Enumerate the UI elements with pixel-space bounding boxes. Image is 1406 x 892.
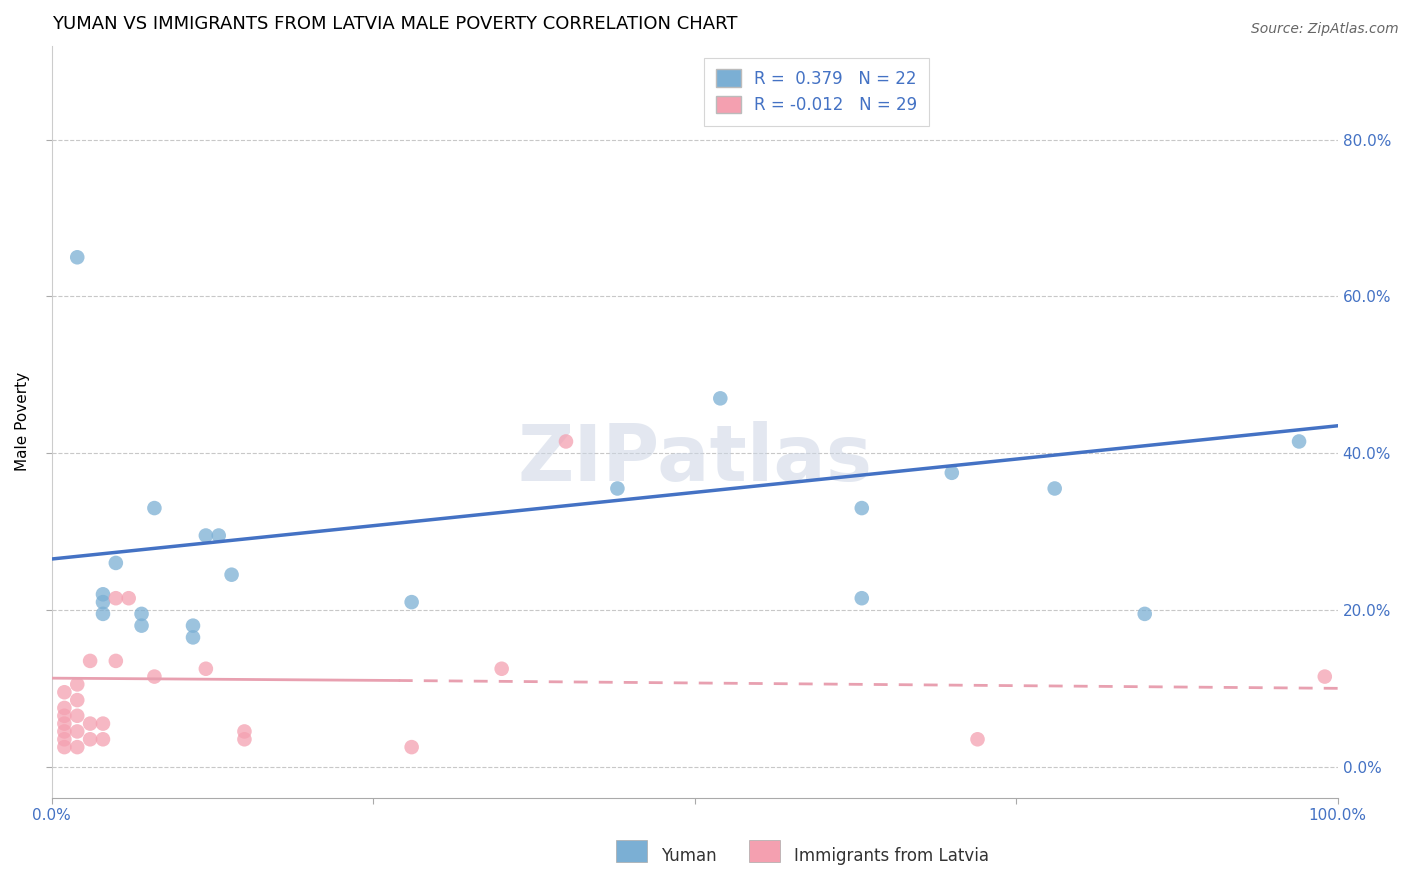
Point xyxy=(91,587,114,601)
Point xyxy=(1288,434,1310,449)
Point xyxy=(104,556,127,570)
Point xyxy=(118,591,141,606)
Point xyxy=(851,591,873,606)
Point xyxy=(851,501,873,516)
Point xyxy=(194,662,217,676)
Text: Immigrants from Latvia: Immigrants from Latvia xyxy=(794,847,990,865)
Point xyxy=(941,466,963,480)
Point xyxy=(181,631,204,645)
Point xyxy=(181,618,204,632)
Text: Source: ZipAtlas.com: Source: ZipAtlas.com xyxy=(1251,22,1399,37)
Point xyxy=(53,685,76,699)
Point xyxy=(131,607,153,621)
Y-axis label: Male Poverty: Male Poverty xyxy=(15,372,30,472)
Point xyxy=(1313,670,1336,684)
Point xyxy=(401,740,423,755)
Point xyxy=(53,701,76,715)
Legend: R =  0.379   N = 22, R = -0.012   N = 29: R = 0.379 N = 22, R = -0.012 N = 29 xyxy=(704,58,929,126)
Text: Yuman: Yuman xyxy=(661,847,717,865)
Point xyxy=(79,716,101,731)
Point xyxy=(53,724,76,739)
Point xyxy=(66,740,89,755)
Point xyxy=(1043,482,1066,496)
Point xyxy=(79,654,101,668)
Point xyxy=(53,716,76,731)
Point xyxy=(53,732,76,747)
Point xyxy=(91,732,114,747)
Point xyxy=(233,732,256,747)
Point xyxy=(91,595,114,609)
Point xyxy=(66,250,89,264)
Point xyxy=(53,740,76,755)
Point xyxy=(401,595,423,609)
Point xyxy=(104,654,127,668)
Point xyxy=(91,716,114,731)
Point xyxy=(91,607,114,621)
Point xyxy=(79,732,101,747)
Point xyxy=(555,434,578,449)
Text: ZIPatlas: ZIPatlas xyxy=(517,422,872,498)
Text: YUMAN VS IMMIGRANTS FROM LATVIA MALE POVERTY CORRELATION CHART: YUMAN VS IMMIGRANTS FROM LATVIA MALE POV… xyxy=(52,15,737,33)
Point xyxy=(491,662,513,676)
Point xyxy=(1133,607,1156,621)
Point xyxy=(53,708,76,723)
Point xyxy=(66,677,89,691)
Point xyxy=(143,501,166,516)
Point xyxy=(709,392,731,406)
Point xyxy=(606,482,628,496)
Point xyxy=(233,724,256,739)
Point xyxy=(208,528,231,542)
Point xyxy=(66,693,89,707)
Point xyxy=(194,528,217,542)
Point xyxy=(131,618,153,632)
Point xyxy=(221,567,243,582)
Point xyxy=(966,732,988,747)
Point xyxy=(66,724,89,739)
Point xyxy=(104,591,127,606)
Point xyxy=(143,670,166,684)
Point xyxy=(66,708,89,723)
